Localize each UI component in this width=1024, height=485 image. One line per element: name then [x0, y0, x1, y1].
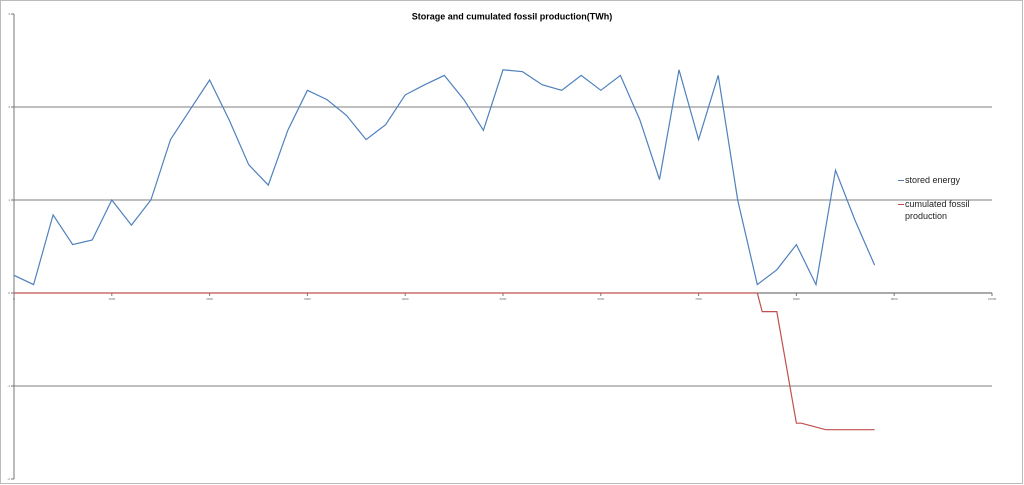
y-tick-label: -1: [7, 384, 10, 388]
x-tick-label: 7000: [695, 297, 702, 301]
legend: stored energy cumulated fossil production: [898, 174, 988, 234]
legend-label: cumulated fossil production: [905, 199, 970, 221]
legend-swatch: [898, 204, 904, 205]
series-line: [14, 292, 875, 431]
legend-item: stored energy: [898, 174, 988, 186]
legend-swatch: [898, 180, 904, 181]
y-tick-label: 3: [8, 12, 10, 16]
x-tick-label: 1000: [108, 297, 115, 301]
x-tick-label: 10000: [988, 297, 997, 301]
legend-item: cumulated fossil production: [898, 198, 988, 222]
y-tick-label: 1: [8, 198, 10, 202]
x-tick-label: 3000: [304, 297, 311, 301]
x-tick-label: 6000: [597, 297, 604, 301]
x-tick-label: 5000: [500, 297, 507, 301]
x-tick-label: 9000: [891, 297, 898, 301]
x-tick-label: 0: [13, 297, 15, 301]
x-tick-label: 4000: [402, 297, 409, 301]
y-tick-label: 0: [8, 291, 10, 295]
legend-label: stored energy: [905, 175, 961, 185]
chart-title: Storage and cumulated fossil production(…: [412, 11, 613, 21]
y-tick-label: 2: [8, 105, 10, 109]
x-tick-label: 2000: [206, 297, 213, 301]
y-tick-label: -2: [7, 477, 10, 481]
series-line: [13, 69, 876, 287]
x-tick-label: 8000: [793, 297, 800, 301]
